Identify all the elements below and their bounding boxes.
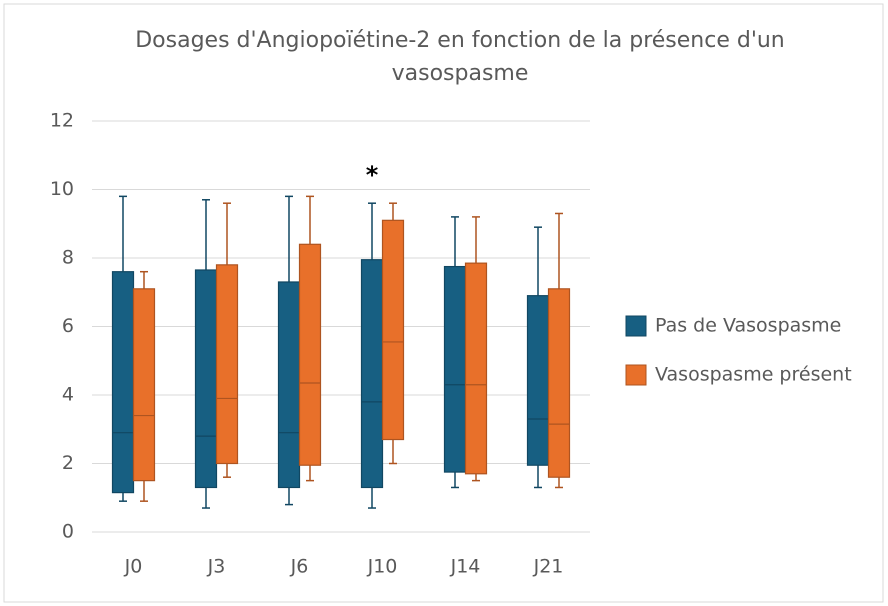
- y-tick-label: 6: [62, 315, 74, 337]
- y-tick-label: 2: [62, 452, 74, 474]
- chart-title: Dosages d'Angiopoïétine-2 en fonction de…: [135, 28, 785, 86]
- y-tick-label: 0: [62, 521, 74, 543]
- x-tick-label: J21: [533, 556, 564, 578]
- x-tick-label: J0: [124, 556, 143, 578]
- legend-label: Vasospasme présent: [655, 364, 852, 386]
- box: [360, 259, 384, 489]
- x-tick-label: J3: [207, 556, 226, 578]
- box: [111, 271, 135, 494]
- x-tick-label: J10: [367, 556, 398, 578]
- x-tick-label: J14: [450, 556, 481, 578]
- box: [547, 288, 571, 478]
- box: [298, 243, 322, 466]
- legend-swatch: [625, 364, 647, 386]
- box: [464, 262, 488, 475]
- y-tick-label: 12: [50, 110, 74, 132]
- box: [526, 295, 550, 466]
- legend-label: Pas de Vasospasme: [655, 315, 841, 337]
- y-tick-label: 4: [62, 384, 74, 406]
- x-tick-label: J6: [290, 556, 309, 578]
- y-tick-label: 8: [62, 247, 74, 269]
- annotation: *: [366, 161, 379, 189]
- box: [215, 264, 239, 465]
- box: [194, 269, 218, 489]
- box: [132, 288, 156, 482]
- chart-frame: [3, 3, 884, 603]
- box: [381, 219, 405, 441]
- box: [277, 281, 301, 489]
- legend-swatch: [625, 315, 647, 337]
- box: [443, 265, 467, 473]
- y-tick-label: 10: [50, 178, 74, 200]
